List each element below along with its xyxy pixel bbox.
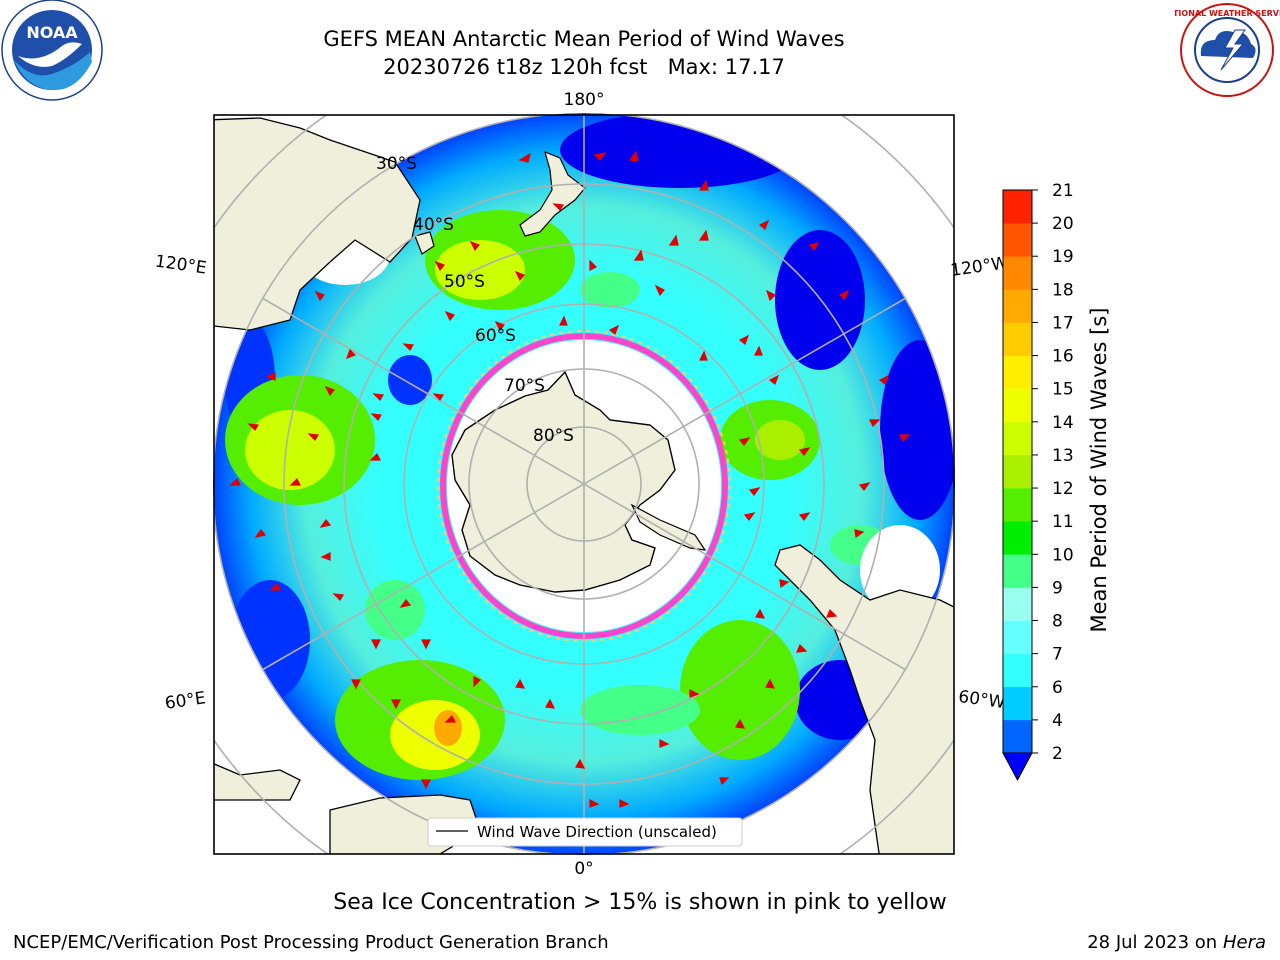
date-stamp: 28 Jul 2023 on Hera [1087,932,1266,953]
colorbar-segment [1003,355,1032,390]
colorbar-segment [1003,289,1032,323]
colorbar-tick-label: 8 [1052,612,1063,632]
chart-subtitle: 20230726 t18z 120h fcst Max: 17.17 [383,55,785,79]
latitude-label-40s: 40°S [413,215,454,235]
colorbar-segment [1003,521,1032,555]
latitude-label-60s: 60°S [475,326,516,346]
colorbar-segment [1003,620,1032,654]
colorbar-tick-label: 4 [1052,711,1063,731]
longitude-label-120w: 120°W [949,253,1009,281]
noaa-logo: NOAA [1,0,103,101]
colorbar-segment [1003,719,1032,754]
colorbar-segment [1003,587,1032,621]
colorbar-tick-label: 20 [1052,214,1074,234]
longitude-label-120e: 120°E [154,252,208,279]
colorbar-tick-label: 19 [1052,247,1074,267]
antarctica-landmass [451,370,676,593]
colorbar-segment [1003,653,1032,688]
colorbar-segment [1003,488,1032,522]
colorbar-underflow-triangle [1002,752,1033,782]
noaa-logo-text: NOAA [26,23,78,42]
graticule [214,115,954,854]
colorbar: 2 4 6 7 8 9 10 11 12 13 14 15 16 17 18 19 20 21 [1002,181,1074,782]
longitude-label-60e: 60°E [164,688,207,713]
colorbar-tick-label: 2 [1052,744,1063,764]
colorbar-segment [1003,454,1032,489]
colorbar-label: Mean Period of Wind Waves [s] [1087,308,1111,633]
nws-logo-text: NATIONAL WEATHER SERVICE [1175,9,1280,18]
legend-label: Wind Wave Direction (unscaled) [477,823,717,841]
longitude-label-180: 180° [564,90,605,110]
colorbar-tick-label: 9 [1052,578,1063,598]
map-frame [213,114,955,855]
chart-title: GEFS MEAN Antarctic Mean Period of Wind … [323,27,845,51]
colorbar-tick-label: 17 [1052,313,1074,333]
colorbar-segment [1003,322,1032,356]
national-weather-service-logo: NATIONAL WEATHER SERVICE [1175,3,1280,97]
longitude-label-60w: 60°W [957,687,1006,713]
wind-wave-arrows [229,150,911,808]
colorbar-tick-label: 12 [1052,479,1074,499]
colorbar-tick-label: 21 [1052,181,1074,201]
map-legend: Wind Wave Direction (unscaled) [427,817,743,847]
machine-name: Hera [1222,932,1266,953]
colorbar-segment [1003,554,1032,588]
colorbar-segment [1003,190,1032,224]
colorbar-tick-label: 18 [1052,280,1074,300]
longitude-label-0: 0° [574,859,593,879]
sea-ice-note: Sea Ice Concentration > 15% is shown in … [333,890,947,915]
colorbar-tick-label: 14 [1052,413,1074,433]
date-text: 28 Jul 2023 on [1087,932,1223,953]
colorbar-segment [1003,388,1032,423]
colorbar-segment [1003,686,1032,721]
latitude-label-70s: 70°S [504,376,545,396]
colorbar-tick-label: 16 [1052,347,1074,367]
colorbar-segment [1003,223,1032,257]
latitude-label-30s: 30°S [376,154,417,174]
latitude-label-50s: 50°S [444,272,485,292]
colorbar-tick-label: 15 [1052,380,1074,400]
colorbar-tick-label: 10 [1052,545,1074,565]
colorbar-tick-label: 7 [1052,645,1063,665]
colorbar-segment [1003,421,1032,456]
colorbar-tick-label: 6 [1052,678,1063,698]
credit-text: NCEP/EMC/Verification Post Processing Pr… [13,932,609,953]
colorbar-frame [1002,189,1033,754]
surrounding-land [214,117,954,854]
latitude-label-80s: 80°S [533,426,574,446]
colorbar-tick-label: 13 [1052,446,1074,466]
colorbar-segment [1003,256,1032,290]
colorbar-tick-label: 11 [1052,512,1074,532]
